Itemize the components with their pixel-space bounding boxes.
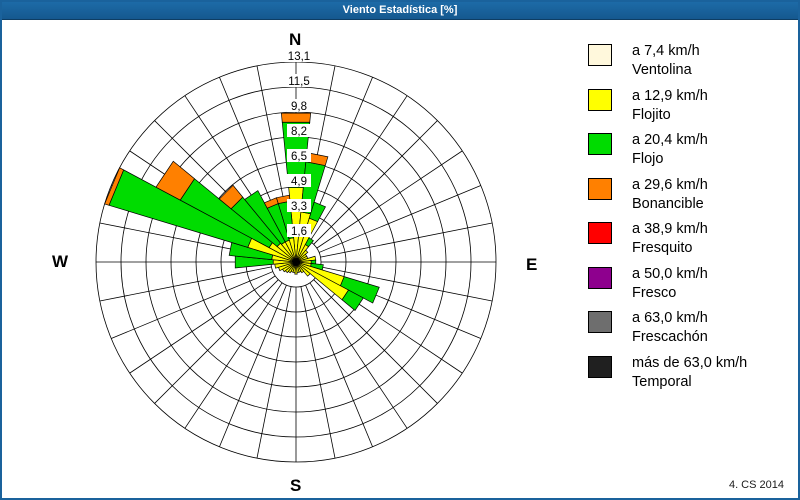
credit-text: 4. CS 2014 xyxy=(728,479,784,491)
legend-name: Frescachón xyxy=(632,329,708,345)
legend-item-ventolina: a 7,4 km/h Ventolina xyxy=(588,42,793,80)
petal-segment-flojo xyxy=(308,201,326,223)
window-title: Viento Estadística [%] xyxy=(342,4,458,16)
legend-name: Fresco xyxy=(632,284,677,301)
petal-segment-flojo xyxy=(304,237,314,248)
legend-item-fresquito: a 38,9 km/h Fresquito xyxy=(588,220,793,258)
ring-label: 13,1 xyxy=(288,51,310,63)
petal-segment-bonancible xyxy=(280,112,312,123)
ring-label: 6,5 xyxy=(291,151,307,163)
ring-label: 1,6 xyxy=(291,226,307,238)
petal-segment-bonancible xyxy=(218,184,244,210)
legend-swatch-ventolina xyxy=(588,44,612,66)
legend-name: Flojo xyxy=(632,151,664,167)
legend-speed: más de 63,0 km/h xyxy=(632,354,748,371)
compass-label-north: N xyxy=(289,30,302,49)
legend-speed: a 7,4 km/h xyxy=(632,43,700,59)
legend-name: Flojito xyxy=(632,106,671,123)
compass-label-west: W xyxy=(52,252,69,271)
legend-swatch-temporal xyxy=(588,355,612,378)
legend-swatch-fresquito xyxy=(588,222,612,244)
legend-item-temporal: más de 63,0 km/h Temporal xyxy=(588,354,793,392)
legend-item-fresco: a 50,0 km/h Fresco xyxy=(588,265,793,303)
ring-label: 8,2 xyxy=(291,126,307,138)
legend-speed: a 50,0 km/h xyxy=(632,265,708,282)
legend-speed: a 29,6 km/h xyxy=(632,176,708,193)
legend-swatch-flojito xyxy=(588,88,612,111)
petal-segment-flojo xyxy=(339,276,380,304)
ring-label: 9,8 xyxy=(291,101,307,113)
window-title-bar: Viento Estadística [%] xyxy=(2,2,798,20)
legend-name: Fresquito xyxy=(632,240,693,256)
ring-labels: 1,6 3,3 4,9 6,5 8,2 9,8 11,5 13,1 xyxy=(283,49,315,238)
petal-segment-bonancible xyxy=(276,194,291,204)
ring-label: 4,9 xyxy=(291,176,307,188)
legend-item-flojito: a 12,9 km/h Flojito xyxy=(588,87,793,125)
ring-label: 11,5 xyxy=(288,76,310,88)
legend-speed: a 20,4 km/h xyxy=(632,132,708,148)
legend-speed: a 38,9 km/h xyxy=(632,221,708,237)
legend-swatch-frescachon xyxy=(588,311,612,333)
legend-speed: a 12,9 km/h xyxy=(632,87,708,104)
wind-speed-legend: a 7,4 km/h Ventolina a 12,9 km/h Flojito a… xyxy=(588,42,793,398)
ring-label: 3,3 xyxy=(291,201,307,213)
legend-item-bonancible: a 29,6 km/h Bonancible xyxy=(588,176,793,214)
legend-swatch-fresco xyxy=(588,266,612,289)
petal-segment-flojo xyxy=(244,190,286,245)
petal-segment-bonancible xyxy=(155,160,195,201)
legend-item-frescachon: a 63,0 km/h Frescachón xyxy=(588,309,793,347)
petal-segment-flojo xyxy=(341,289,364,311)
petal-segment-bonancible xyxy=(104,167,125,206)
compass-label-south: S xyxy=(290,476,302,495)
rose-petals xyxy=(104,112,380,311)
legend-name: Ventolina xyxy=(632,62,692,78)
legend-swatch-flojo xyxy=(588,133,612,155)
legend-swatch-bonancible xyxy=(588,177,612,200)
legend-item-flojo: a 20,4 km/h Flojo xyxy=(588,131,793,169)
legend-name: Bonancible xyxy=(632,195,704,212)
legend-speed: a 63,0 km/h xyxy=(632,310,708,326)
compass-label-east: E xyxy=(526,255,538,274)
legend-name: Temporal xyxy=(632,373,692,390)
